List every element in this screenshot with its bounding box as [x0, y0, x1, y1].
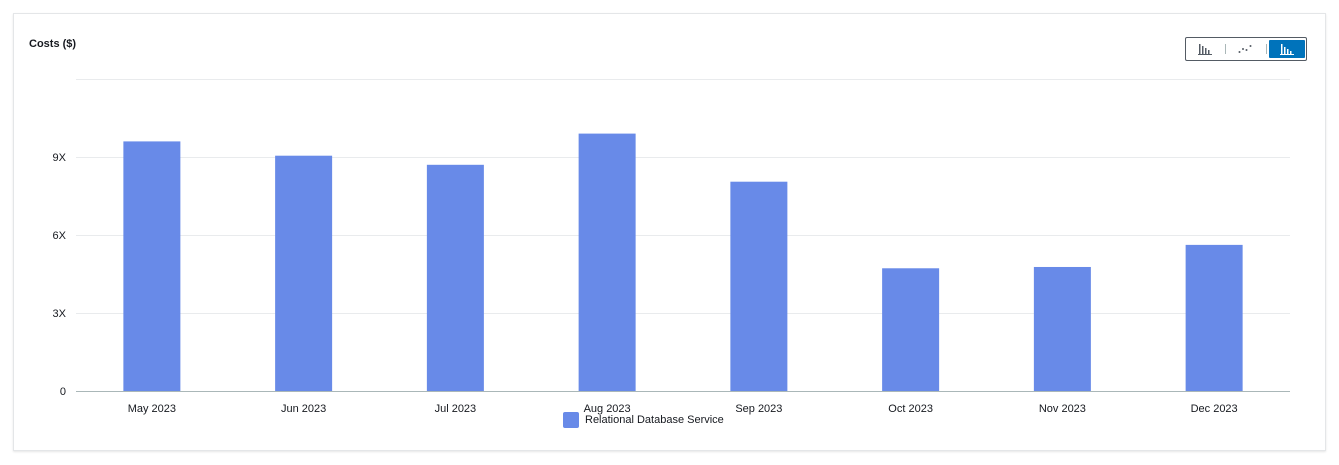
bar[interactable]: [123, 141, 181, 391]
chart-type-toggle: [1185, 37, 1307, 61]
x-tick-label: Aug 2023: [584, 403, 631, 415]
chart-card: Costs ($): [13, 13, 1326, 451]
chart-title: Costs ($): [29, 38, 77, 50]
x-tick-label: Oct 2023: [888, 403, 933, 415]
legend-label[interactable]: Relational Database Service: [585, 414, 724, 426]
x-tick-label: Nov 2023: [1039, 403, 1086, 415]
bar[interactable]: [275, 155, 333, 391]
legend: Relational Database Service: [563, 412, 724, 428]
x-tick-label: Sep 2023: [735, 403, 782, 415]
bar[interactable]: [730, 181, 788, 391]
bar[interactable]: [1033, 266, 1091, 391]
bar[interactable]: [426, 164, 484, 391]
bar-chart-icon[interactable]: [1188, 40, 1222, 58]
y-tick-label: 9X: [53, 152, 67, 164]
y-tick-label: 0: [60, 386, 66, 398]
bar[interactable]: [882, 268, 940, 391]
x-tick-label: Dec 2023: [1191, 403, 1238, 415]
x-tick-label: Jun 2023: [281, 403, 326, 415]
toggle-separator: [1225, 44, 1226, 54]
y-tick-label: 6X: [53, 230, 67, 242]
bar[interactable]: [1185, 244, 1243, 391]
stacked-bar-chart-icon[interactable]: [1269, 40, 1305, 58]
y-tick-label: 3X: [53, 308, 67, 320]
x-tick-label: May 2023: [128, 403, 176, 415]
toggle-separator: [1266, 44, 1267, 54]
x-tick-label: Jul 2023: [435, 403, 477, 415]
legend-swatch: [563, 412, 579, 428]
line-chart-icon[interactable]: [1228, 40, 1262, 58]
bar[interactable]: [578, 133, 636, 391]
